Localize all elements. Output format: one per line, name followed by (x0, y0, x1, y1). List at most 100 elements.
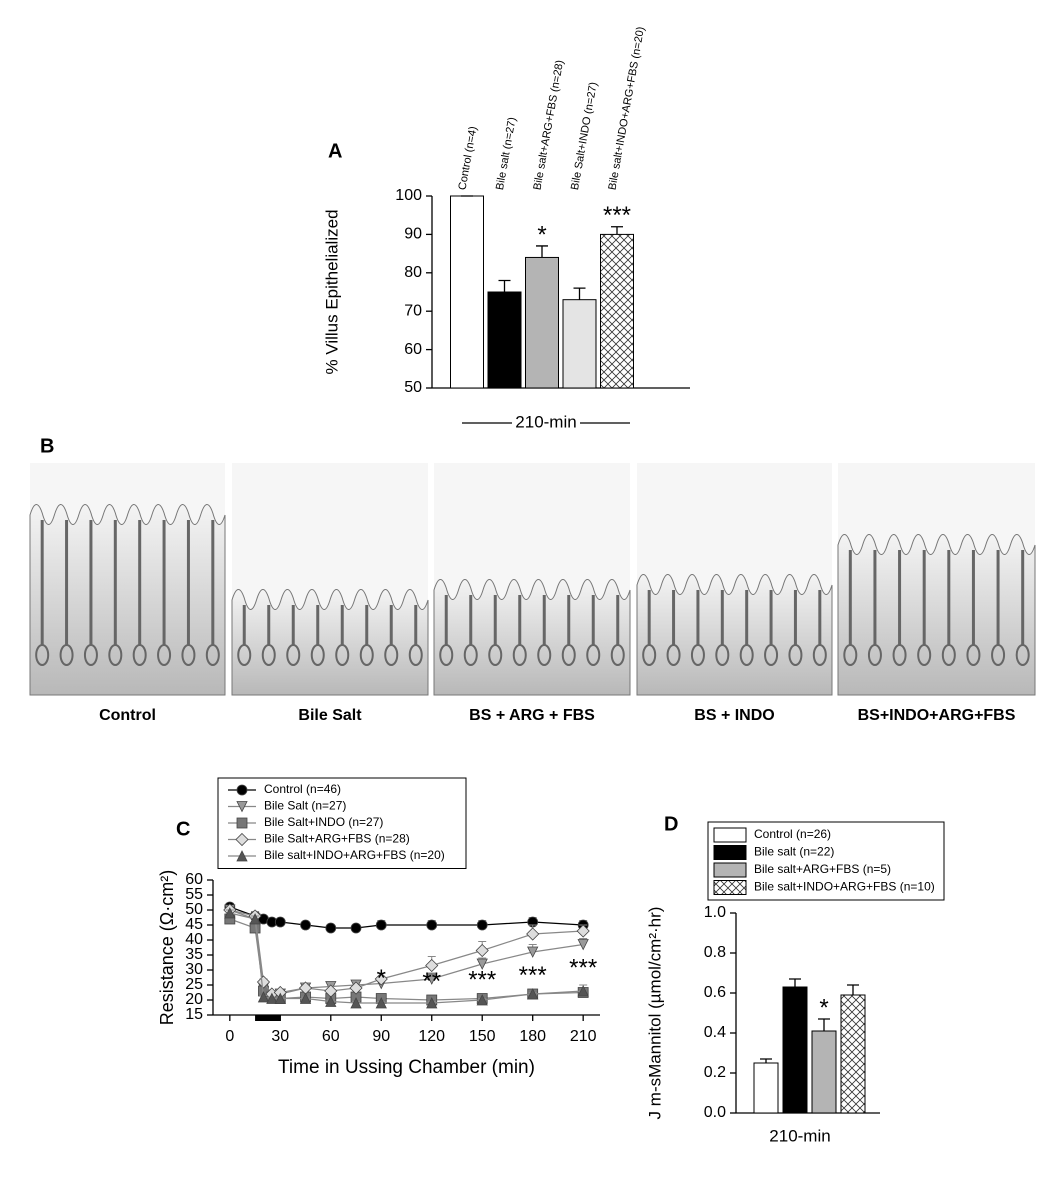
crypt (537, 644, 552, 666)
marker (426, 997, 438, 1009)
y-tick-label: 0.6 (704, 984, 726, 1001)
crypt (991, 644, 1006, 666)
x-tick-label: 30 (271, 1028, 289, 1045)
legend-marker (236, 850, 248, 862)
y-tick-label: 35 (185, 946, 203, 963)
significance: ** (422, 968, 441, 995)
crypt (966, 644, 981, 666)
marker (476, 994, 488, 1006)
legend-label: Bile salt+INDO+ARG+FBS (n=20) (264, 848, 445, 862)
crypt (35, 644, 50, 666)
marker (426, 973, 438, 985)
marker (274, 992, 286, 1004)
tissue (231, 589, 429, 696)
crypt (108, 644, 123, 666)
y-tick-label: 55 (185, 886, 203, 903)
bar (753, 1062, 779, 1114)
marker (274, 916, 286, 928)
exposure-bar (255, 1015, 281, 1021)
crypt (463, 644, 478, 666)
caption: Bile Salt (298, 707, 362, 724)
bar (840, 994, 866, 1114)
marker (325, 995, 337, 1007)
x-tick-label: 180 (519, 1028, 546, 1045)
y-tick-label: 15 (185, 1006, 203, 1023)
panel-label: D (664, 813, 678, 835)
legend-label: Bile Salt (n=27) (264, 799, 346, 813)
significance: * (819, 994, 828, 1021)
significance: * (537, 221, 546, 248)
y-tick-label: 90 (404, 226, 422, 243)
y-tick-label: 20 (185, 991, 203, 1008)
crypt (512, 644, 527, 666)
crypt (205, 644, 220, 666)
crypt (286, 644, 301, 666)
marker (425, 958, 439, 973)
bar (811, 1030, 837, 1114)
x-tick-label: 120 (418, 1028, 445, 1045)
x-axis-label: Time in Ussing Chamber (min) (278, 1057, 535, 1078)
crypt (610, 644, 625, 666)
caption: BS + ARG + FBS (469, 707, 595, 724)
y-tick-label: 60 (185, 871, 203, 888)
legend-swatch (713, 862, 747, 878)
y-axis-label: Resistance (Ω·cm²) (157, 870, 177, 1025)
marker (300, 919, 311, 931)
caption: Control (99, 707, 156, 724)
crypt (261, 644, 276, 666)
crypt (359, 644, 374, 666)
error-bar (847, 984, 859, 995)
legend-label: Bile salt+INDO+ARG+FBS (n=10) (754, 880, 935, 894)
marker (224, 907, 236, 919)
y-axis-label: % Villus Epithelialized (322, 209, 341, 374)
x-tick-label: Bile salt+ARG+FBS (n=28) (531, 59, 566, 191)
crypt (715, 644, 730, 666)
x-tick-label: 150 (469, 1028, 496, 1045)
crypt (666, 644, 681, 666)
legend-box (707, 821, 945, 901)
y-tick-label: 50 (404, 379, 422, 396)
error-bar (536, 245, 548, 258)
legend-label: Bile salt (n=22) (754, 845, 834, 859)
significance: *** (569, 954, 597, 981)
caption: BS + INDO (694, 707, 774, 724)
crypt (59, 644, 74, 666)
x-tick-label: 90 (372, 1028, 390, 1045)
marker (374, 972, 388, 986)
tissue (433, 579, 631, 696)
x-axis-label: 210-min (515, 412, 576, 431)
marker (266, 992, 278, 1004)
legend-label: Control (n=26) (754, 827, 831, 841)
y-tick-label: 25 (185, 976, 203, 993)
crypt (739, 644, 754, 666)
crypt (586, 644, 601, 666)
crypt (335, 644, 350, 666)
error-bar (789, 978, 801, 987)
x-tick-label: 0 (225, 1028, 234, 1045)
legend-label: Control (n=46) (264, 782, 341, 796)
marker (577, 985, 589, 997)
crypt (310, 644, 325, 666)
y-tick-label: 1.0 (704, 904, 726, 921)
legend-marker (236, 801, 248, 813)
significance: *** (519, 962, 547, 989)
error-bar (760, 1058, 772, 1063)
panel-label: A (328, 140, 342, 162)
y-axis-label: J m-sMannitol (µmol/cm²·hr) (645, 907, 664, 1120)
y-tick-label: 0.8 (704, 944, 726, 961)
crypt (237, 644, 252, 666)
y-tick-label: 30 (185, 961, 203, 978)
crypt (917, 644, 932, 666)
panel-label: B (40, 435, 54, 457)
bar (562, 299, 597, 389)
bar (600, 233, 634, 389)
y-tick-label: 0.4 (704, 1024, 726, 1041)
marker (527, 946, 539, 958)
y-tick-label: 0.0 (704, 1104, 726, 1121)
marker (257, 991, 270, 1003)
x-tick-label: Bile Salt+INDO (n=27) (569, 81, 600, 191)
marker (577, 939, 589, 951)
legend-label: Bile Salt+INDO (n=27) (264, 815, 383, 829)
marker (349, 981, 363, 995)
